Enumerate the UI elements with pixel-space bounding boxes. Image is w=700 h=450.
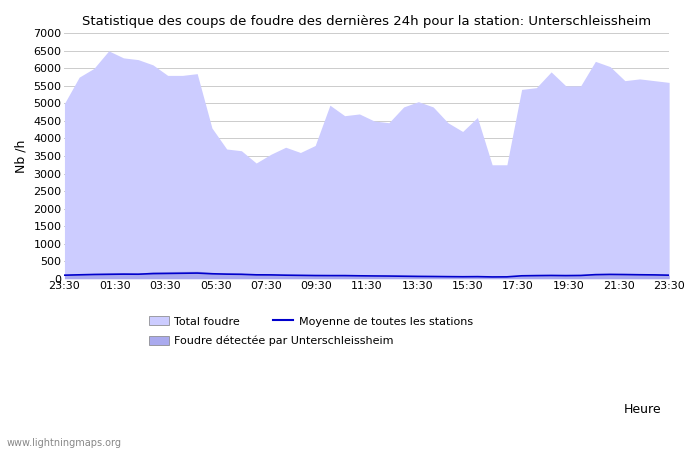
Text: www.lightningmaps.org: www.lightningmaps.org (7, 438, 122, 448)
Legend: Foudre détectée par Unterschleissheim: Foudre détectée par Unterschleissheim (148, 336, 393, 346)
Title: Statistique des coups de foudre des dernières 24h pour la station: Unterschleiss: Statistique des coups de foudre des dern… (82, 15, 652, 28)
Y-axis label: Nb /h: Nb /h (15, 140, 28, 173)
Text: Heure: Heure (624, 403, 662, 416)
